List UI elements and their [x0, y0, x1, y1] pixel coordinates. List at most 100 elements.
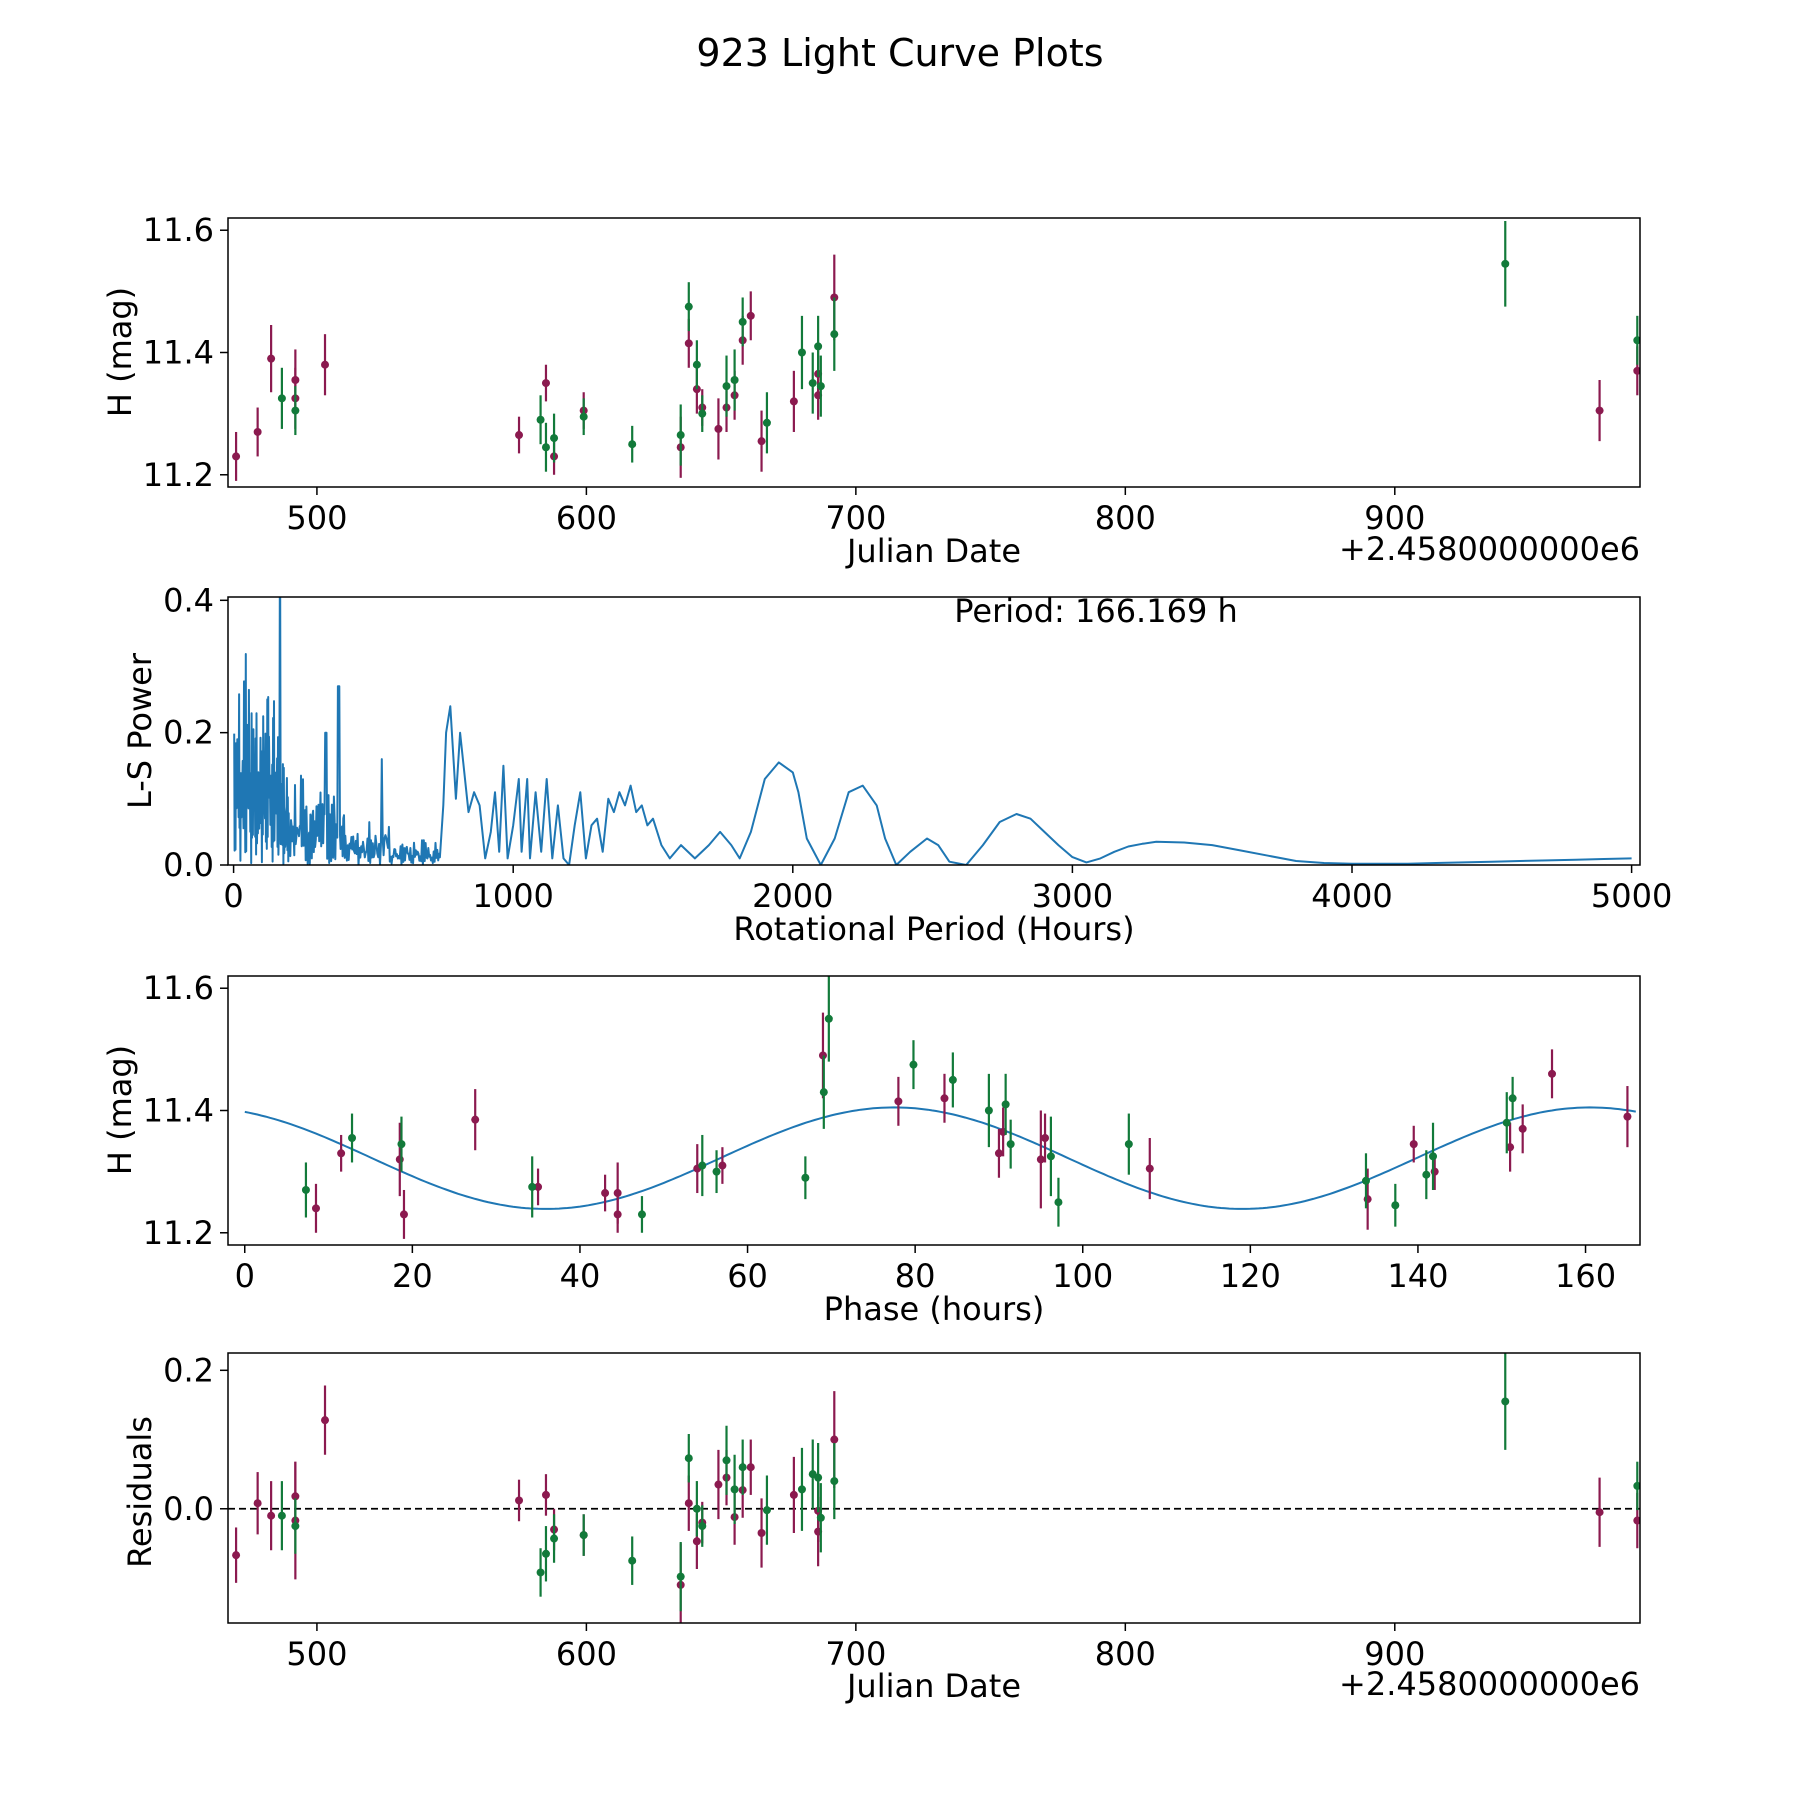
y-tick-label: 11.4 [143, 334, 214, 372]
data-point-green [1391, 1201, 1400, 1210]
data-point-maroon [321, 360, 330, 369]
data-point-green [1361, 1176, 1370, 1185]
data-point-green [541, 1549, 550, 1558]
x-tick-label: 160 [1555, 1257, 1616, 1295]
data-point-green [722, 382, 731, 391]
data-point-green [948, 1075, 957, 1084]
x-tick-label: 600 [556, 1635, 617, 1673]
periodogram-ylabel: L-S Power [121, 652, 159, 809]
data-point-green [692, 1504, 701, 1513]
data-point-maroon [757, 1529, 766, 1537]
model-curve [244, 1106, 1636, 1210]
data-point-green [536, 415, 545, 424]
data-point-green [824, 1014, 833, 1023]
data-point-green [579, 412, 588, 421]
data-point-maroon [1595, 406, 1604, 415]
data-point-green [1001, 1100, 1010, 1109]
data-point-green [684, 1454, 693, 1463]
data-point-maroon [684, 339, 693, 348]
data-point-green [814, 342, 823, 351]
x-tick-label: 500 [286, 499, 347, 537]
residuals-ylabel: Residuals [121, 1416, 159, 1568]
data-point-green [762, 418, 771, 427]
data-point-maroon [601, 1189, 610, 1198]
y-tick-label: 0.0 [163, 1490, 214, 1528]
data-point-maroon [1145, 1164, 1154, 1173]
x-tick-label: 120 [1220, 1257, 1281, 1295]
data-point-green [712, 1167, 721, 1176]
x-tick-label: 4000 [1311, 877, 1392, 915]
residuals-xlabel: Julian Date [845, 1667, 1021, 1705]
data-point-green [348, 1134, 357, 1143]
residuals-offset: +2.4580000000e6 [1339, 1665, 1640, 1703]
data-point-green [550, 434, 559, 443]
x-tick-label: 900 [1364, 499, 1425, 537]
data-point-green [730, 1485, 739, 1494]
data-point-maroon [994, 1149, 1003, 1158]
data-point-maroon [1041, 1134, 1050, 1143]
y-tick-label: 11.2 [143, 1214, 214, 1252]
plot-area [233, 597, 1632, 865]
data-point-green [830, 330, 839, 339]
data-point-green [550, 1534, 559, 1543]
x-tick-label: 800 [1095, 1635, 1156, 1673]
data-point-green [676, 431, 685, 440]
data-point-maroon [1036, 1155, 1045, 1164]
phase-frame [227, 975, 1641, 1246]
data-point-maroon [253, 427, 262, 436]
data-point-maroon [515, 431, 524, 440]
data-point-maroon [789, 397, 798, 406]
data-point-maroon [1409, 1140, 1418, 1149]
periodogram-line [233, 597, 1632, 865]
data-point-green [698, 1522, 707, 1531]
x-tick-label: 60 [727, 1257, 768, 1295]
data-point-green [579, 1531, 588, 1540]
data-point-green [698, 1161, 707, 1170]
data-point-green [738, 317, 747, 326]
data-point-green [801, 1173, 810, 1182]
x-tick-label: 0 [223, 877, 243, 915]
x-tick-label: 140 [1387, 1257, 1448, 1295]
data-point-green [1502, 1118, 1511, 1127]
data-point-maroon [232, 452, 241, 461]
data-point-maroon [534, 1182, 543, 1191]
data-point-maroon [267, 1511, 276, 1520]
data-point-maroon [1506, 1143, 1515, 1152]
data-point-maroon [399, 1210, 408, 1219]
data-point-maroon [789, 1490, 798, 1499]
x-tick-label: 700 [825, 499, 886, 537]
data-point-green [738, 1463, 747, 1472]
data-point-green [830, 1477, 839, 1486]
data-point-maroon [830, 1435, 839, 1444]
data-point-maroon [714, 1480, 723, 1489]
data-point-green [291, 1522, 300, 1531]
y-tick-label: 11.6 [143, 211, 214, 249]
data-point-maroon [541, 1490, 550, 1499]
data-point-maroon [940, 1094, 949, 1103]
x-tick-label: 2000 [752, 877, 833, 915]
data-point-maroon [757, 437, 766, 446]
data-point-green [797, 1485, 806, 1494]
data-point-maroon [395, 1155, 404, 1164]
periodogram-frame [227, 596, 1641, 866]
data-point-green [1046, 1152, 1055, 1161]
data-point-green [692, 360, 701, 369]
data-point-green [816, 1513, 825, 1522]
data-point-green [301, 1185, 310, 1194]
data-point-maroon [684, 1499, 693, 1508]
data-point-maroon [746, 311, 755, 320]
y-tick-label: 11.6 [143, 969, 214, 1007]
data-point-green [628, 440, 637, 449]
y-tick-label: 11.2 [143, 456, 214, 494]
data-point-green [797, 348, 806, 357]
figure-title: 923 Light Curve Plots [696, 31, 1103, 75]
x-tick-label: 700 [825, 1635, 886, 1673]
lightcurve-offset: +2.4580000000e6 [1339, 530, 1640, 568]
phase-panel: 0 20 40 60 80 100 120 140 160 11.2 11.4 11.6 Phase … [101, 969, 1641, 1328]
data-point-maroon [1623, 1112, 1632, 1121]
x-tick-label: 800 [1095, 499, 1156, 537]
data-point-green [291, 406, 300, 415]
data-point-maroon [692, 1537, 701, 1546]
data-point-maroon [1430, 1167, 1439, 1176]
